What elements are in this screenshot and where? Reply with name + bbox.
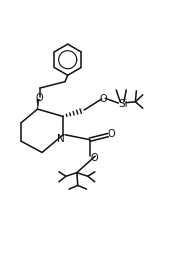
Polygon shape	[37, 100, 39, 110]
Text: N: N	[57, 134, 64, 144]
Text: O: O	[100, 93, 108, 103]
Text: Si: Si	[118, 98, 128, 108]
Text: O: O	[90, 152, 98, 162]
Text: O: O	[108, 129, 115, 139]
Text: O: O	[35, 92, 43, 102]
